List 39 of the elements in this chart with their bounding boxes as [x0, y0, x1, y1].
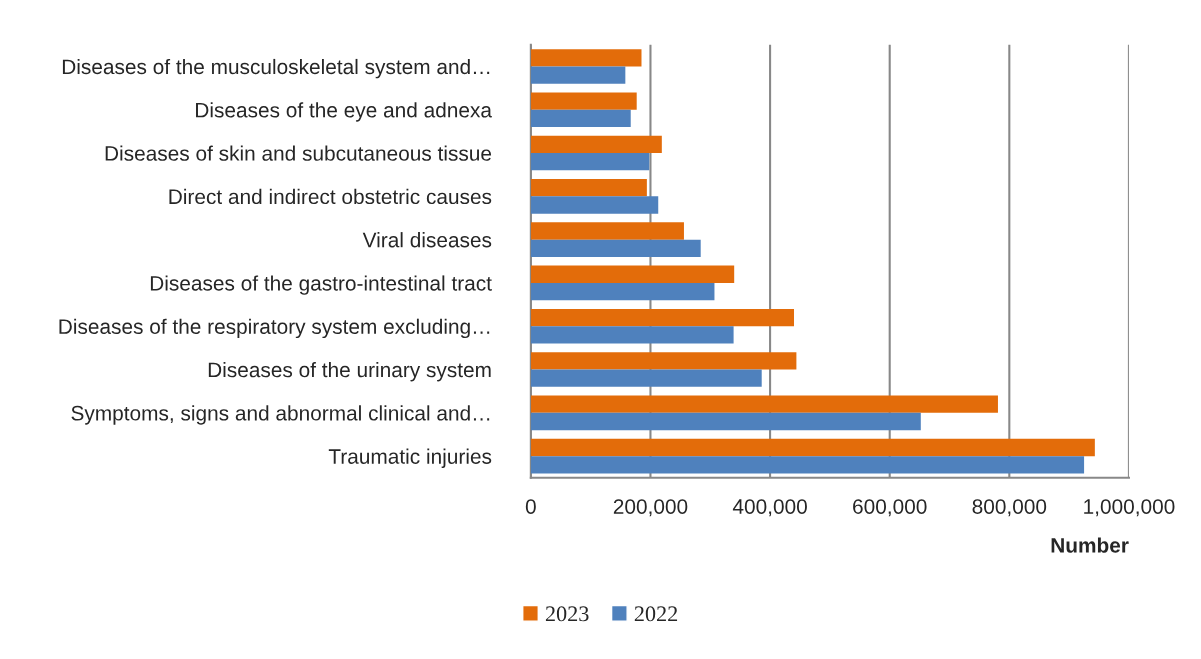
bar — [530, 282, 715, 301]
y-tick-label: Viral diseases — [362, 232, 492, 248]
bar — [530, 49, 642, 67]
bar — [530, 109, 631, 128]
y-tick-label: Traumatic injuries — [328, 448, 492, 468]
bar — [530, 179, 647, 197]
bar — [530, 438, 1095, 457]
y-tick-label: Diseases of the gastro-intestinal tract — [150, 275, 492, 295]
x-tick-label: 800,000 — [972, 499, 1047, 517]
bar — [530, 222, 684, 240]
x-tick-label: 1,000,000 — [1084, 499, 1175, 517]
x-tick-label: 600,000 — [853, 499, 927, 517]
bar — [530, 66, 626, 84]
bar — [530, 456, 1085, 474]
y-tick-label: Diseases of the respiratory system excluding… — [59, 318, 490, 339]
bar — [530, 395, 998, 413]
x-tick-label: 200,000 — [613, 499, 688, 517]
y-tick-label: Direct and indirect obstetric causes — [169, 188, 492, 205]
y-tick-label: Diseases of the musculoskeletal system and… — [62, 58, 490, 79]
x-tick-label: 0 — [525, 499, 536, 514]
y-tick-label: Diseases of the urinary system — [208, 361, 491, 382]
bar — [530, 153, 650, 171]
y-tick-label: Diseases of skin and subcutaneous tissue — [105, 145, 492, 161]
bar — [530, 265, 735, 283]
bar — [530, 369, 762, 387]
legend-label: 2022 — [634, 606, 678, 622]
x-axis-title: Number — [1051, 537, 1129, 553]
x-tick-label: 400,000 — [732, 499, 807, 517]
legend-label: 2023 — [545, 606, 589, 622]
y-tick-label: Diseases of the eye and adnexa — [196, 102, 492, 122]
bar — [530, 352, 797, 370]
y-tick-label: Symptoms, signs and abnormal clinical and… — [71, 405, 490, 425]
bar — [530, 308, 795, 327]
bar — [530, 196, 659, 214]
bar — [530, 92, 637, 110]
bar — [530, 239, 701, 257]
bar — [530, 135, 662, 154]
bar — [530, 326, 734, 344]
bar — [530, 412, 921, 431]
